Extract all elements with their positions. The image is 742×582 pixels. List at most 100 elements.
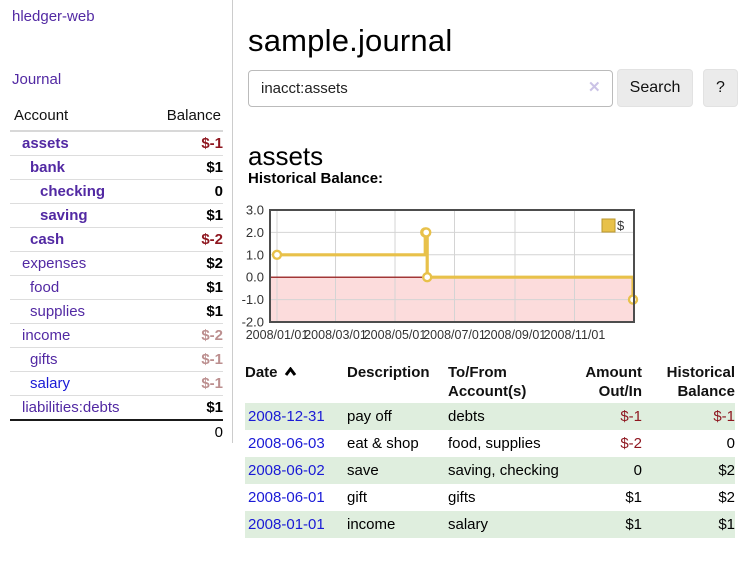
account-balance: $1: [147, 395, 223, 420]
account-row-income: income $-2: [10, 323, 223, 348]
account-link-liabilities-debts[interactable]: liabilities:debts: [22, 399, 120, 416]
account-row-assets: assets $-1: [10, 131, 223, 156]
account-balance: $-2: [147, 227, 223, 252]
svg-text:3.0: 3.0: [246, 203, 264, 218]
register-header-date-label: Date: [245, 364, 278, 381]
svg-text:2008/01/01: 2008/01/01: [246, 328, 309, 342]
register-header-date[interactable]: Date: [245, 361, 347, 403]
sort-ascending-icon: [284, 366, 296, 376]
transaction-date-link[interactable]: 2008-12-31: [248, 408, 325, 425]
svg-text:2008/09/01: 2008/09/01: [484, 328, 547, 342]
transaction-date-link[interactable]: 2008-06-03: [248, 435, 325, 452]
page-title: sample.journal: [248, 22, 453, 58]
accounts-table: Account Balance assets $-1 bank $1 check…: [10, 103, 223, 444]
sidebar: hledger-web Journal Account Balance asse…: [0, 0, 233, 444]
account-row-bank: bank $1: [10, 155, 223, 180]
account-row-saving: saving $1: [10, 203, 223, 228]
transaction-date-link[interactable]: 2008-06-02: [248, 462, 325, 479]
sidebar-item-journal[interactable]: Journal: [12, 71, 62, 88]
transaction-accounts: debts: [448, 408, 485, 425]
transaction-amount: $1: [625, 489, 642, 506]
register-header-description: Description: [347, 364, 430, 381]
transaction-accounts: salary: [448, 516, 489, 533]
account-balance: $-2: [147, 323, 223, 348]
account-link-income[interactable]: income: [22, 327, 71, 344]
historical-balance-chart: 3.0 2.0 1.0 0.0 -1.0 -2.02008/01/012008/03/01…: [242, 203, 639, 342]
account-balance: $-1: [147, 347, 223, 372]
transaction-description: gift: [347, 489, 368, 506]
transaction-balance: $2: [718, 489, 735, 506]
register-header-amount: Amount Out/In: [585, 364, 642, 400]
account-row-checking: checking 0: [10, 179, 223, 204]
account-row-liabilities-debts: liabilities:debts $1: [10, 395, 223, 420]
account-row-supplies: supplies $1: [10, 299, 223, 324]
transaction-balance: $2: [718, 462, 735, 479]
transaction-date-link[interactable]: 2008-01-01: [248, 516, 325, 533]
accounts-total-balance: 0: [147, 419, 223, 444]
account-link-gifts[interactable]: gifts: [30, 351, 58, 368]
account-heading: assets: [248, 140, 324, 171]
transaction-amount: $1: [625, 516, 642, 533]
accounts-header-row: Account Balance: [10, 103, 223, 132]
account-balance: $1: [147, 155, 223, 180]
app-brand-link[interactable]: hledger-web: [12, 8, 95, 25]
accounts-header-balance: Balance: [147, 103, 223, 132]
account-row-gifts: gifts $-1: [10, 347, 223, 372]
register-row: 2008-06-03 eat & shop food, supplies $-2…: [245, 430, 735, 457]
account-link-assets[interactable]: assets: [22, 135, 69, 152]
register-row: 2008-12-31 pay off debts $-1 $-1: [245, 403, 735, 430]
account-link-supplies[interactable]: supplies: [30, 303, 86, 320]
transaction-accounts: food, supplies: [448, 435, 541, 452]
register-header-accounts: To/From Account(s): [448, 364, 527, 400]
register-row: 2008-01-01 income salary $1 $1: [245, 511, 735, 538]
account-link-cash[interactable]: cash: [30, 231, 65, 248]
accounts-total-row: 0: [10, 419, 223, 444]
account-row-expenses: expenses $2: [10, 251, 223, 276]
account-link-bank[interactable]: bank: [30, 159, 66, 176]
account-row-cash: cash $-2: [10, 227, 223, 252]
transaction-balance: $-1: [713, 408, 735, 425]
register-table: Date Description To/From Account(s) Amou…: [245, 361, 735, 538]
svg-text:1.0: 1.0: [246, 247, 264, 262]
transaction-balance: $1: [718, 516, 735, 533]
register-header-row: Date Description To/From Account(s) Amou…: [245, 361, 735, 403]
help-button[interactable]: ?: [703, 69, 738, 107]
account-balance: $-1: [201, 135, 223, 152]
account-link-food[interactable]: food: [30, 279, 60, 296]
svg-text:0.0: 0.0: [246, 270, 264, 285]
transaction-balance: 0: [726, 435, 735, 452]
clear-search-icon[interactable]: ✕: [588, 79, 601, 96]
svg-text:2.0: 2.0: [246, 225, 264, 240]
account-balance: $2: [147, 251, 223, 276]
search-input[interactable]: [248, 70, 613, 107]
account-link-checking[interactable]: checking: [40, 183, 106, 200]
account-balance: $1: [147, 299, 223, 324]
account-balance: $-1: [147, 371, 223, 396]
account-balance: 0: [147, 179, 223, 204]
svg-text:-2.0: -2.0: [242, 315, 264, 330]
svg-text:-1.0: -1.0: [242, 292, 264, 307]
transaction-amount: $-1: [620, 408, 642, 425]
transaction-amount: 0: [633, 462, 642, 479]
account-link-salary[interactable]: salary: [30, 375, 71, 392]
transaction-description: save: [347, 462, 379, 479]
search-button[interactable]: Search: [617, 69, 693, 107]
account-row-salary: salary $-1: [10, 371, 223, 396]
account-link-saving[interactable]: saving: [40, 207, 88, 224]
account-link-expenses[interactable]: expenses: [22, 255, 87, 272]
transaction-amount: $-2: [620, 435, 642, 452]
transaction-description: pay off: [347, 408, 392, 425]
svg-text:$: $: [617, 218, 625, 233]
transaction-description: eat & shop: [347, 435, 419, 452]
register-row: 2008-06-01 gift gifts $1 $2: [245, 484, 735, 511]
register-row: 2008-06-02 save saving, checking 0 $2: [245, 457, 735, 484]
transaction-accounts: gifts: [448, 489, 476, 506]
account-balance: $1: [147, 203, 223, 228]
svg-text:2008/05/01: 2008/05/01: [364, 328, 427, 342]
svg-text:2008/03/01: 2008/03/01: [304, 328, 367, 342]
accounts-header-account: Account: [10, 103, 148, 132]
transaction-date-link[interactable]: 2008-06-01: [248, 489, 325, 506]
chart-title: Historical Balance:: [248, 170, 384, 187]
transaction-description: income: [347, 516, 396, 533]
svg-text:2008/11/01: 2008/11/01: [544, 328, 606, 342]
